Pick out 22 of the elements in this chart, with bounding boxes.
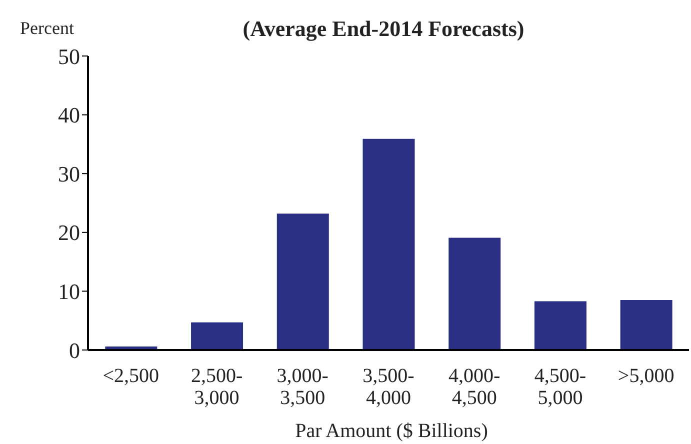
y-tick-label: 10 [58, 279, 80, 304]
y-tick-label: 50 [58, 44, 80, 69]
x-tick-label: >5,000 [618, 365, 674, 387]
chart-title: (Average End-2014 Forecasts) [242, 16, 524, 41]
x-tick-label: <2,500 [102, 365, 160, 387]
x-tick-label: 4,500- 5,000 [534, 365, 586, 409]
x-tick-label: 2,500- 3,000 [190, 365, 243, 409]
y-tick-label: 0 [69, 338, 80, 363]
bar [191, 322, 244, 350]
bar [534, 301, 586, 350]
bar [620, 300, 672, 350]
bar [362, 138, 415, 350]
x-tick-label: 3,000- 3,500 [276, 365, 328, 409]
y-tick-label: 30 [58, 161, 80, 186]
bar [276, 214, 329, 350]
y-axis-title: Percent [20, 18, 74, 39]
y-tick-label: 20 [58, 220, 80, 246]
y-tick-label: 40 [58, 102, 80, 128]
bar [448, 238, 501, 350]
x-tick-label: 3,500- 4,000 [362, 365, 414, 409]
x-axis-title: Par Amount ($ Billions) [294, 420, 489, 443]
x-tick-label: 4,000- 4,500 [448, 365, 500, 409]
